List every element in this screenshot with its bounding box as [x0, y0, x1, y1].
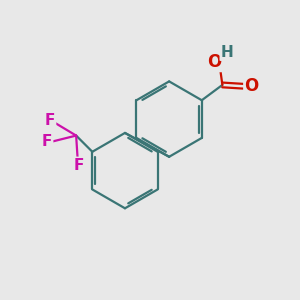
Text: F: F — [45, 113, 56, 128]
Text: F: F — [42, 134, 52, 149]
Text: O: O — [244, 77, 258, 95]
Text: O: O — [207, 53, 221, 71]
Text: F: F — [74, 158, 84, 172]
Text: H: H — [220, 45, 233, 60]
